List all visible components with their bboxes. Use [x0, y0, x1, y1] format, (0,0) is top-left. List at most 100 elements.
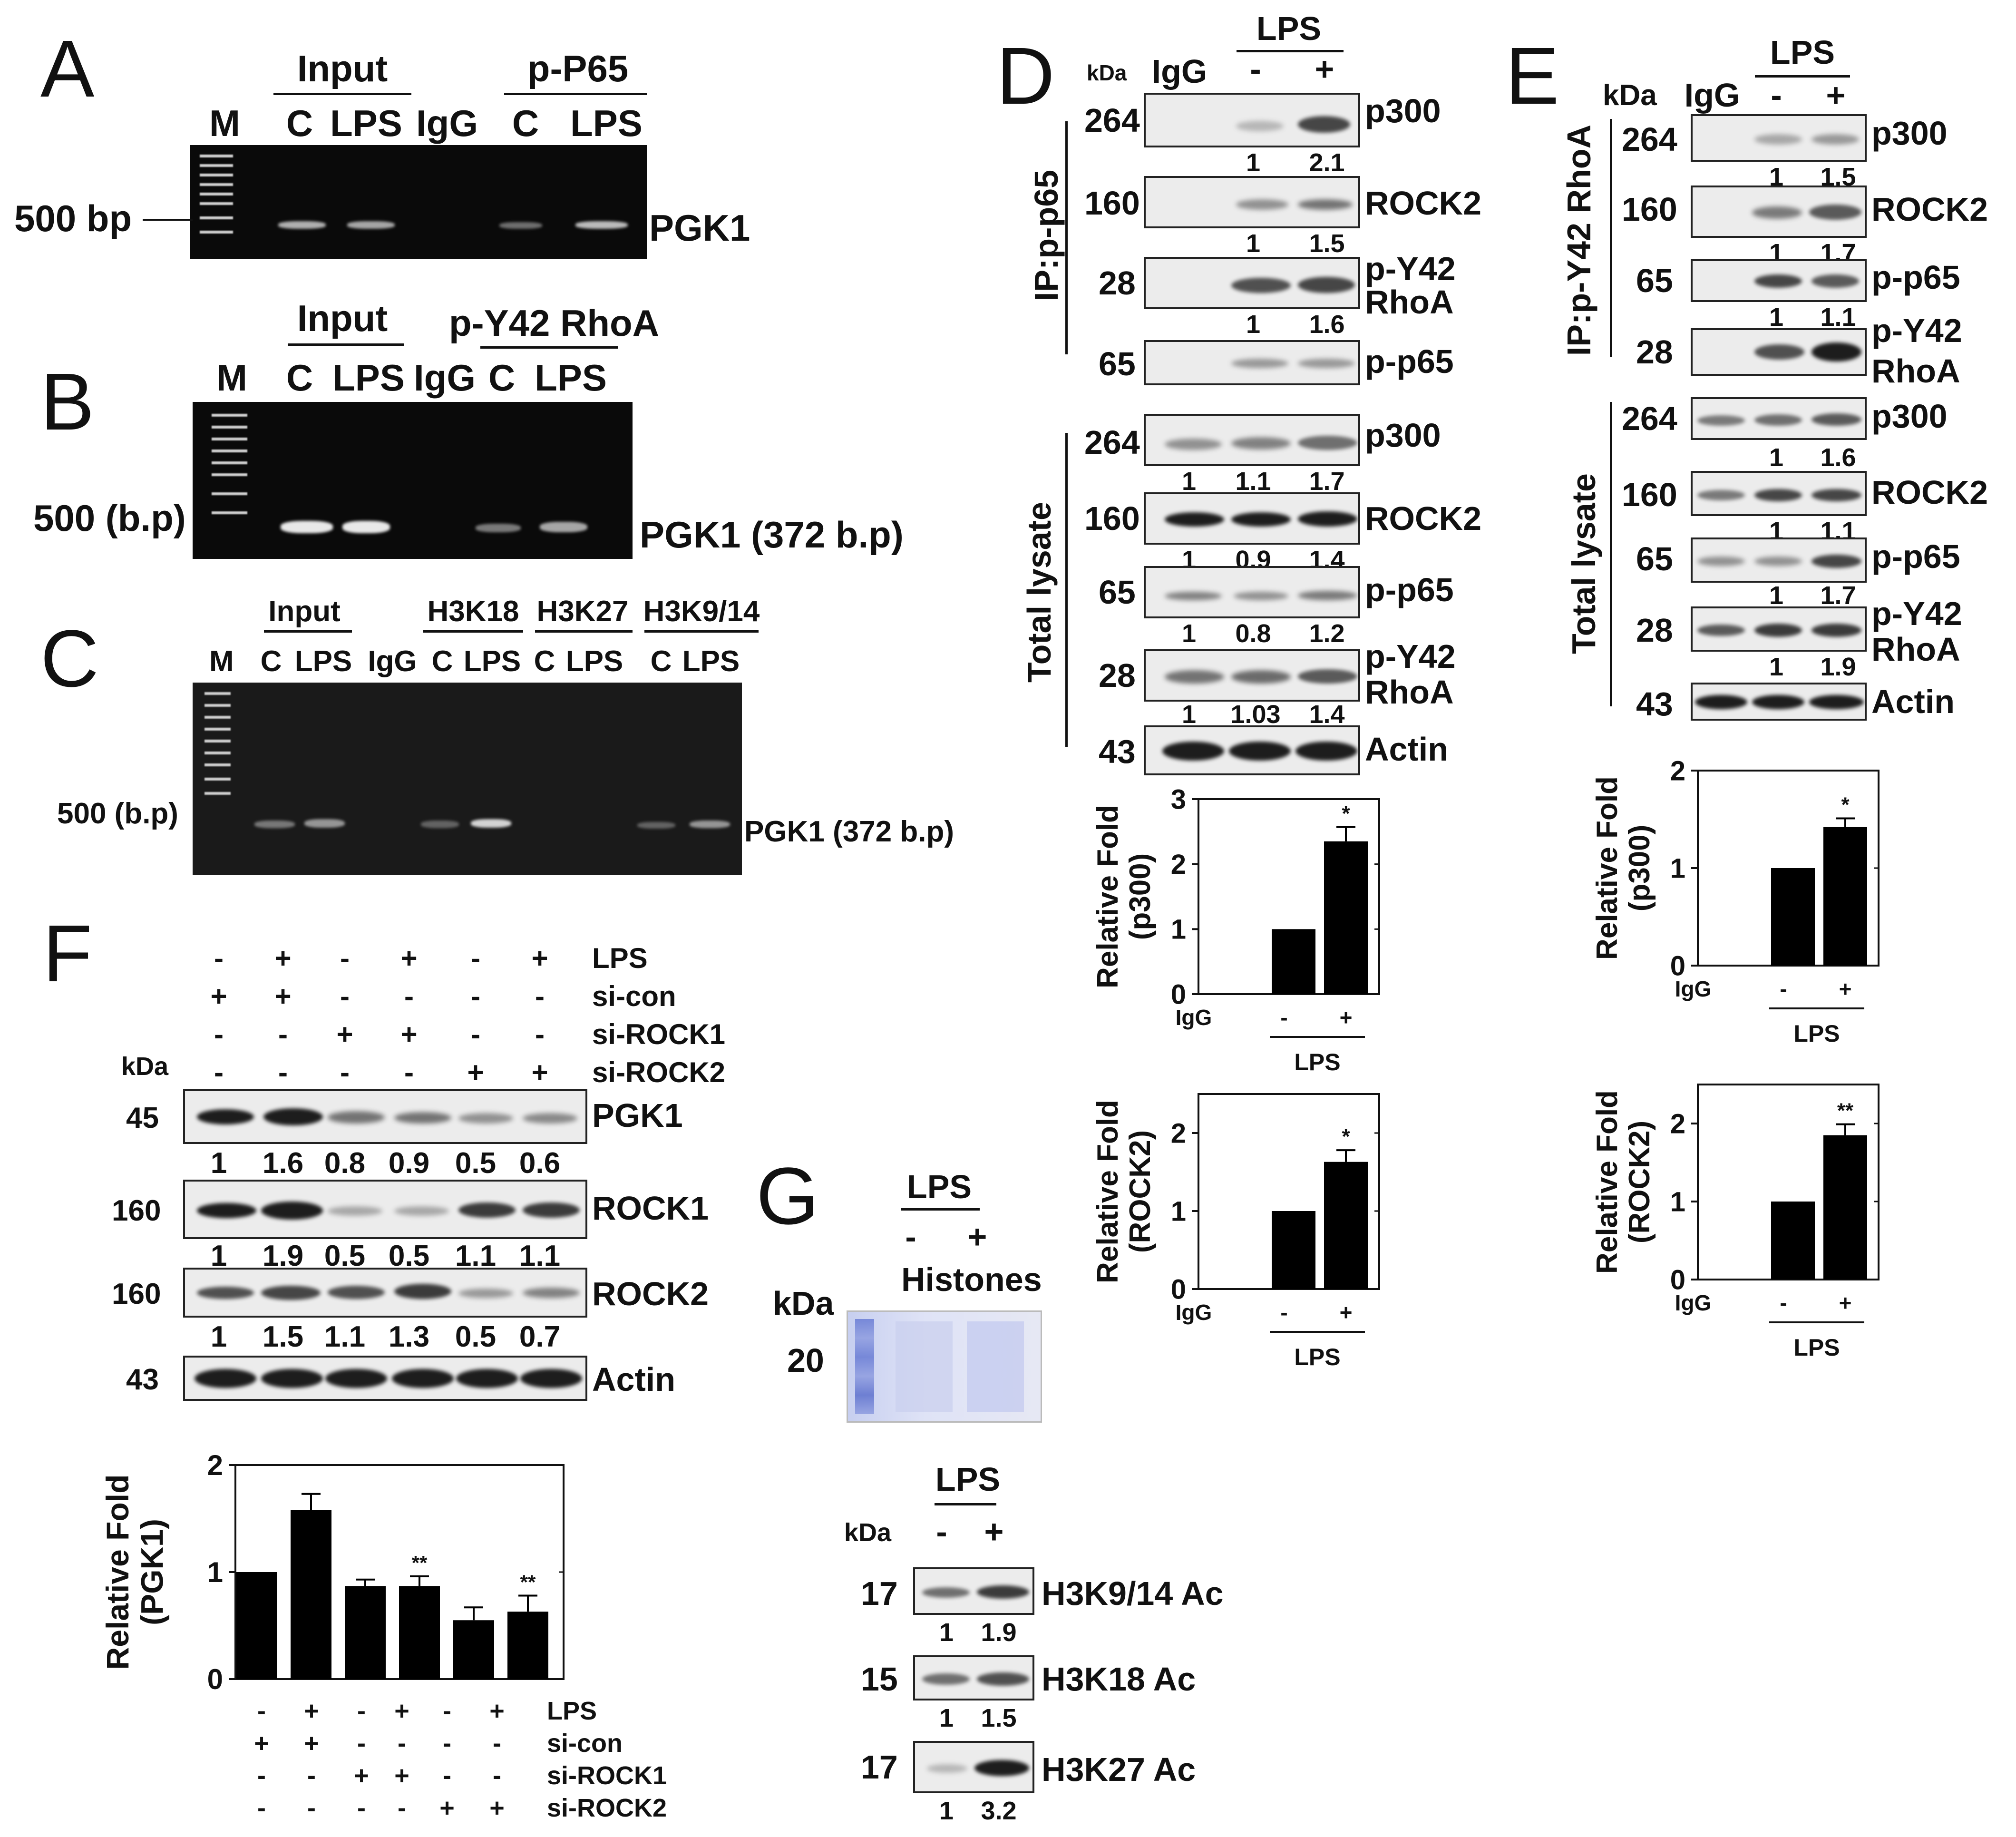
blot-ip-p300 — [1144, 93, 1360, 147]
quant-value: 3.2 — [981, 1797, 1017, 1825]
significance-marker: * — [1342, 802, 1350, 825]
bottom-condition-sign: + — [489, 1794, 505, 1822]
blot-ip-p-p65 — [1691, 259, 1867, 302]
blot-label: p300 — [1365, 92, 1441, 129]
bottom-condition-sign: + — [439, 1794, 455, 1822]
bottom-condition-sign: - — [257, 1697, 266, 1725]
quant-value: 0.5 — [324, 1240, 366, 1272]
quant-value: 1 — [1246, 148, 1261, 177]
blot-label: p-Y42 — [1871, 595, 1962, 632]
blot-label: H3K18 Ac — [1042, 1661, 1196, 1698]
y-tick-label: 1 — [1171, 1196, 1186, 1227]
y-axis-label: Relative Fold(PGK1) — [100, 1475, 170, 1670]
quant-value: 0.5 — [455, 1320, 497, 1353]
bar-chart-e-p300: 0 1 2 * Relative Fold(p300) IgG - + LPS — [1591, 755, 1880, 1047]
condition-label: si-ROCK2 — [592, 1056, 726, 1088]
blot-label: ROCK2 — [592, 1275, 709, 1312]
bottom-condition-sign: + — [394, 1697, 409, 1725]
blot-label: RhoA — [1871, 631, 1960, 668]
condition-sign: - — [471, 980, 480, 1012]
blot-lysate-rock2 — [1144, 492, 1360, 545]
quant-value: 1.6 — [1309, 310, 1345, 339]
quant-value: 1.3 — [388, 1320, 430, 1353]
kda-value: 264 — [1084, 102, 1140, 139]
lane-label: C — [431, 645, 453, 678]
kda-value: 15 — [861, 1661, 898, 1698]
group-label: LPS — [1294, 1344, 1340, 1370]
blot-lysate-actin — [1691, 683, 1867, 721]
bottom-condition-sign: - — [398, 1729, 406, 1758]
quant-value: 1 — [210, 1320, 227, 1353]
y-axis-label: Relative Fold(ROCK2) — [1091, 1100, 1157, 1283]
blot-label: Actin — [1871, 683, 1955, 720]
lps-label: LPS — [1770, 34, 1835, 71]
panel-letter-c: C — [40, 614, 99, 704]
blot-lysate-p-p65 — [1691, 537, 1867, 583]
y-tick-label: 0 — [1670, 950, 1685, 981]
quant-value: 1 — [1181, 467, 1197, 496]
kda-value: 160 — [1084, 185, 1140, 222]
bottom-condition-sign: + — [304, 1729, 319, 1758]
kda-value: 17 — [861, 1575, 898, 1612]
lane-label: C — [650, 645, 672, 678]
blot-label: ROCK2 — [1871, 474, 1988, 511]
blot-ip-p-y42-rhoa — [1691, 328, 1867, 376]
condition-sign: - — [278, 1056, 288, 1088]
quant-value: 0.7 — [519, 1320, 561, 1353]
kda-value: 65 — [1636, 262, 1673, 299]
panel-letter-e: E — [1505, 31, 1559, 121]
quant-value: 1 — [1769, 581, 1784, 610]
blot-label: p-Y42 — [1365, 638, 1456, 675]
x-tick-label: - — [1780, 977, 1787, 1001]
kda-label: kDa — [1087, 60, 1127, 85]
quant-value: 0.6 — [519, 1147, 561, 1180]
y-tick-label: 2 — [207, 1449, 223, 1481]
quant-value: 0.5 — [455, 1147, 497, 1180]
kda-label: kDa — [844, 1518, 892, 1547]
quant-value: 1.6 — [1820, 443, 1856, 472]
agarose-gel-a — [190, 145, 647, 259]
bar — [345, 1586, 386, 1679]
y-tick-label: 0 — [1171, 979, 1186, 1010]
y-tick-label: 0 — [207, 1663, 223, 1695]
blot-label: p-p65 — [1365, 571, 1454, 608]
lane-label-plus: + — [984, 1513, 1004, 1550]
condition-sign: + — [400, 942, 418, 974]
bar — [236, 1572, 277, 1679]
panel-letter-b: B — [40, 357, 95, 447]
bottom-condition-sign: - — [493, 1761, 501, 1790]
condition-sign: + — [531, 942, 548, 974]
bar — [1823, 1135, 1867, 1280]
blot-label: H3K9/14 Ac — [1042, 1575, 1224, 1612]
bar — [399, 1586, 440, 1679]
blot-ip-rock2 — [1691, 186, 1867, 238]
bar-chart-d-p300: 0 1 2 3 * Relative Fold(p300) IgG - +LPS — [1091, 784, 1380, 1075]
lane-label: C — [488, 357, 516, 399]
lane-label-igg: IgG — [1151, 53, 1208, 90]
lane-label: LPS — [570, 102, 643, 144]
quant-value: 1.1 — [455, 1240, 497, 1272]
blot-label: p-p65 — [1871, 538, 1960, 575]
lane-label-plus: + — [967, 1218, 987, 1255]
lps-label: LPS — [1256, 10, 1322, 47]
lysate-label: Total lysate — [1021, 502, 1058, 683]
significance-marker: * — [1841, 793, 1850, 816]
size-label: 500 (b.p) — [57, 797, 178, 830]
x-tick-label: - — [1780, 1290, 1787, 1315]
condition-sign: + — [274, 942, 292, 974]
condition-sign: - — [471, 942, 480, 974]
kda-label: kDa — [773, 1285, 834, 1322]
lane-label-minus: - — [936, 1513, 947, 1550]
lane-label: IgG — [416, 102, 478, 144]
condition-sign: + — [274, 980, 292, 1012]
lane-label: LPS — [463, 645, 521, 678]
y-tick-label: 2 — [1171, 1118, 1186, 1149]
kda-value: 45 — [126, 1102, 159, 1134]
condition-sign: - — [535, 980, 545, 1012]
blot-label: PGK1 — [592, 1097, 683, 1134]
condition-sign: - — [471, 1018, 480, 1050]
lane-label: C — [534, 645, 555, 678]
kda-value: 160 — [1084, 500, 1140, 537]
condition-sign: - — [340, 942, 350, 974]
blot-rock1 — [183, 1180, 587, 1239]
